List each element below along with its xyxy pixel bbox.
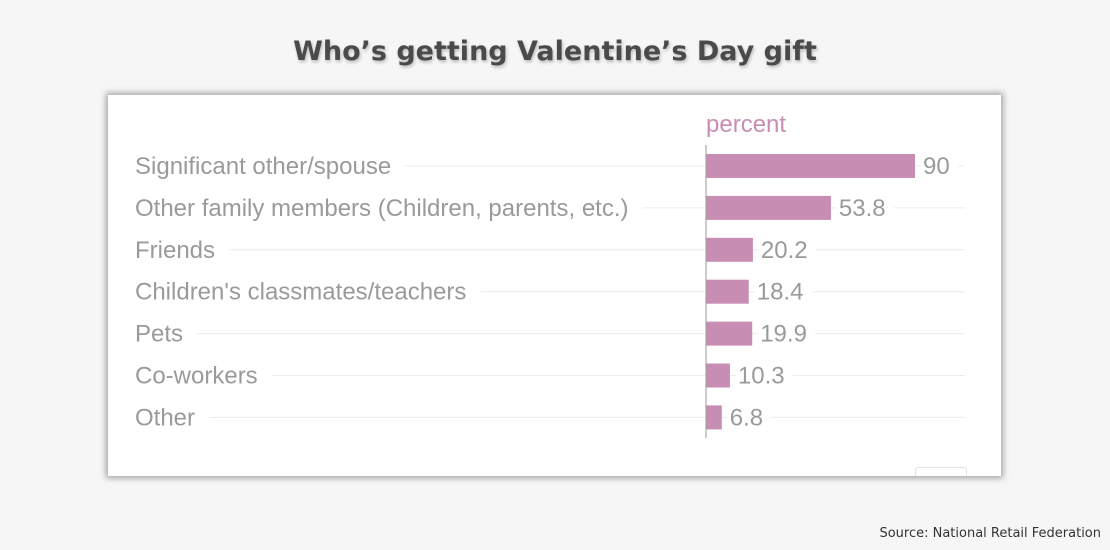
value-label: 10.3 <box>738 363 785 390</box>
unit-label: percent <box>706 111 786 138</box>
value-label-bg <box>735 362 793 390</box>
bar <box>706 237 753 262</box>
bar-chart: percent Significant other/spouse 90 Other f… <box>133 111 965 438</box>
bar <box>706 154 915 178</box>
bar <box>706 363 730 388</box>
category-label: Pets <box>135 321 183 348</box>
value-label-bg <box>836 194 894 222</box>
category-label-bg <box>133 194 643 222</box>
value-label: 18.4 <box>757 279 804 306</box>
chart-card: percent Significant other/spouse 90 Other f… <box>108 95 1001 476</box>
value-label: 6.8 <box>730 404 763 431</box>
value-label: 20.2 <box>761 237 808 264</box>
value-label-bg <box>754 278 812 306</box>
value-label-bg <box>758 320 815 348</box>
bar <box>706 195 831 220</box>
category-label: Significant other/spouse <box>135 153 391 180</box>
category-label-bg <box>133 153 406 180</box>
value-label: 19.9 <box>760 321 807 348</box>
category-label-bg <box>133 236 230 264</box>
bar <box>706 321 753 346</box>
bar <box>706 405 722 430</box>
category-label-bg <box>133 404 210 432</box>
value-label-bg <box>758 236 816 264</box>
category-label-bg <box>133 320 198 348</box>
value-label-bg <box>921 153 958 180</box>
category-label-bg <box>133 278 481 306</box>
category-label: Children's classmates/teachers <box>135 279 466 306</box>
value-label: 90 <box>923 153 950 180</box>
bar <box>706 279 749 304</box>
category-label-bg <box>133 362 272 390</box>
category-label: Other family members (Children, parents,… <box>135 195 629 222</box>
page-title: Who’s getting Valentine’s Day gift <box>293 36 817 67</box>
source-note: Source: National Retail Federation <box>879 526 1101 541</box>
value-label: 53.8 <box>839 195 886 222</box>
category-label: Other <box>135 404 195 431</box>
category-label: Co-workers <box>135 363 258 390</box>
category-label: Friends <box>135 237 215 264</box>
value-label-bg <box>727 404 772 432</box>
embed-tab <box>915 467 967 476</box>
